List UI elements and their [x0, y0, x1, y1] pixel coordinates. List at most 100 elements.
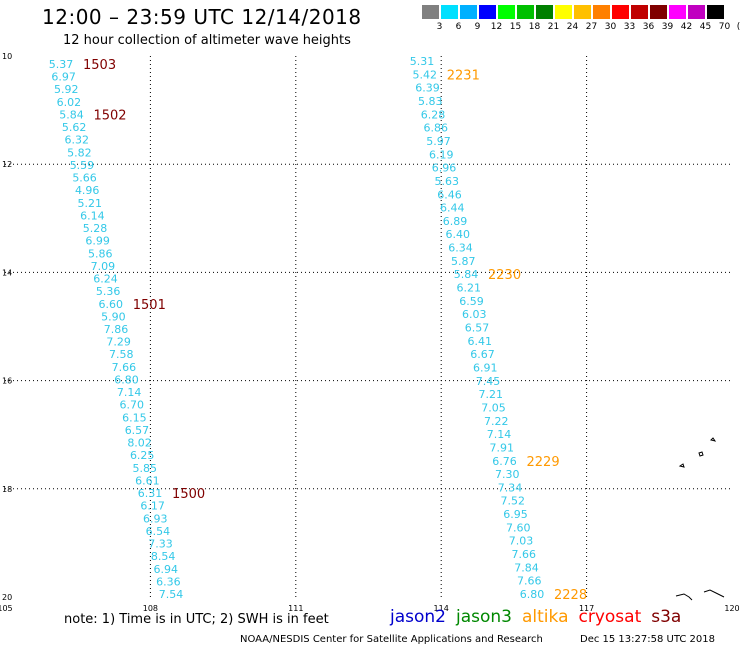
- wave-height-value: 5.83: [418, 95, 443, 108]
- wave-height-value: 6.03: [462, 308, 487, 321]
- wave-height-value: 6.99: [85, 235, 110, 248]
- wave-height-value: 7.30: [495, 468, 520, 481]
- legend-entry: cryosat: [578, 607, 642, 627]
- wave-height-value: 6.54: [146, 525, 171, 538]
- wave-height-value: 6.24: [93, 273, 118, 286]
- scale-label: 33: [623, 22, 636, 32]
- wave-height-value: 7.03: [509, 535, 534, 548]
- wave-height-value: 6.46: [437, 188, 462, 201]
- scale-label: 36: [642, 22, 655, 32]
- wave-height-value: 7.58: [109, 348, 134, 361]
- scale-swatch: [441, 5, 458, 19]
- wave-height-value: 6.28: [421, 108, 446, 121]
- latitude-label: 12: [2, 160, 12, 169]
- wave-height-value: 6.34: [448, 242, 473, 255]
- wave-height-value: 6.94: [154, 563, 179, 576]
- wave-height-value: 6.95: [503, 508, 528, 521]
- wave-height-value: 6.02: [57, 96, 82, 109]
- scale-label: 42: [680, 22, 693, 32]
- wave-height-value: 6.67: [470, 348, 495, 361]
- scale-label: 15: [509, 22, 522, 32]
- wave-height-value: 6.19: [429, 148, 454, 161]
- wave-height-value: 6.86: [424, 122, 449, 135]
- longitude-label: 117: [579, 604, 594, 613]
- pass-time-labels: 1503 1502 1501 1500 2231 2230 2229 2228: [83, 58, 587, 603]
- longitude-label: 111: [288, 604, 303, 613]
- wave-height-value: 6.21: [457, 282, 482, 295]
- wave-height-value: 7.60: [506, 521, 531, 534]
- latitude-label: 10: [2, 52, 12, 61]
- wave-height-value: 7.33: [148, 538, 173, 551]
- footer-note: note: 1) Time is in UTC; 2) SWH is in fe…: [64, 612, 329, 627]
- pass-time-label: 2229: [527, 455, 560, 470]
- scale-swatch: [422, 5, 439, 19]
- wave-height-value: 5.28: [83, 222, 108, 235]
- scale-swatch: [555, 5, 572, 19]
- wave-height-value: 7.09: [91, 260, 116, 273]
- scale-label: (ft): [736, 22, 740, 32]
- wave-height-value: 7.14: [487, 428, 512, 441]
- wave-height-value: 6.97: [51, 71, 76, 84]
- wave-height-value: 6.93: [143, 512, 168, 525]
- wave-height-value: 7.14: [117, 386, 142, 399]
- legend-entry: s3a: [651, 607, 682, 627]
- wave-height-value: 6.89: [443, 215, 468, 228]
- axis-labels: 105 108 111 114 117 120 10 12 14 16 18 20: [0, 52, 740, 613]
- scale-label: 3: [436, 22, 443, 32]
- wave-height-value: 5.36: [96, 285, 121, 298]
- pass-time-label: 2230: [488, 268, 521, 283]
- wave-height-value: 5.97: [426, 135, 451, 148]
- wave-height-value: 5.82: [67, 146, 92, 159]
- scale-swatch: [650, 5, 667, 19]
- scale-label: 21: [547, 22, 560, 32]
- wave-height-value: 5.59: [70, 159, 95, 172]
- wave-height-value: 6.25: [130, 449, 155, 462]
- wave-height-value: 6.96: [432, 162, 457, 175]
- wave-height-value: 7.86: [104, 323, 129, 336]
- wave-height-value: 7.34: [498, 481, 523, 494]
- scale-swatch: [498, 5, 515, 19]
- wave-height-value: 5.85: [133, 462, 158, 475]
- wave-height-value: 7.91: [490, 441, 515, 454]
- longitude-label: 120: [724, 604, 739, 613]
- wave-height-value: 6.61: [135, 474, 160, 487]
- wave-height-value: 7.84: [514, 561, 539, 574]
- latitude-label: 14: [2, 268, 12, 277]
- scale-label: 30: [604, 22, 617, 32]
- wave-height-value: 5.21: [78, 197, 103, 210]
- island-outlines: [675, 437, 725, 601]
- wave-height-value: 6.70: [119, 399, 144, 412]
- wave-height-value: 6.36: [156, 575, 181, 588]
- pass-time-label: 2231: [447, 68, 480, 83]
- altimeter-track-left: 5.376.975.926.025.845.626.325.825.595.66…: [49, 58, 184, 601]
- scale-label: 45: [699, 22, 712, 32]
- wave-height-value: 5.62: [62, 121, 87, 134]
- wave-height-value: 5.42: [413, 68, 438, 81]
- wave-height-value: 7.54: [159, 588, 184, 601]
- latitude-label: 18: [2, 485, 12, 494]
- altimeter-track-right: 5.315.426.395.836.286.865.976.196.965.63…: [410, 55, 545, 601]
- longitude-label: 105: [0, 604, 13, 613]
- wave-height-value: 6.17: [140, 500, 165, 513]
- scale-label: 6: [455, 22, 462, 32]
- scale-swatch: [707, 5, 724, 19]
- scale-swatch: [669, 5, 686, 19]
- wave-height-value: 6.80: [114, 373, 139, 386]
- wave-height-value: 5.86: [88, 247, 113, 260]
- wave-height-value: 6.39: [415, 82, 440, 95]
- wave-height-value: 6.44: [440, 202, 465, 215]
- legend-entry: jason3: [456, 607, 512, 627]
- generated-timestamp: Dec 15 13:27:58 UTC 2018: [580, 634, 715, 645]
- wave-height-value: 7.21: [479, 388, 504, 401]
- map-title: 12:00 – 23:59 UTC 12/14/2018: [42, 5, 362, 29]
- wave-height-value: 6.76: [492, 455, 517, 468]
- longitude-label: 114: [434, 604, 449, 613]
- legend-entry: jason2: [390, 607, 446, 627]
- pass-time-label: 1503: [83, 58, 116, 73]
- pass-time-label: 1502: [93, 108, 126, 123]
- wave-height-value: 5.92: [54, 83, 79, 96]
- scale-label: 18: [528, 22, 541, 32]
- latitude-label: 20: [2, 593, 12, 602]
- scale-swatch: [593, 5, 610, 19]
